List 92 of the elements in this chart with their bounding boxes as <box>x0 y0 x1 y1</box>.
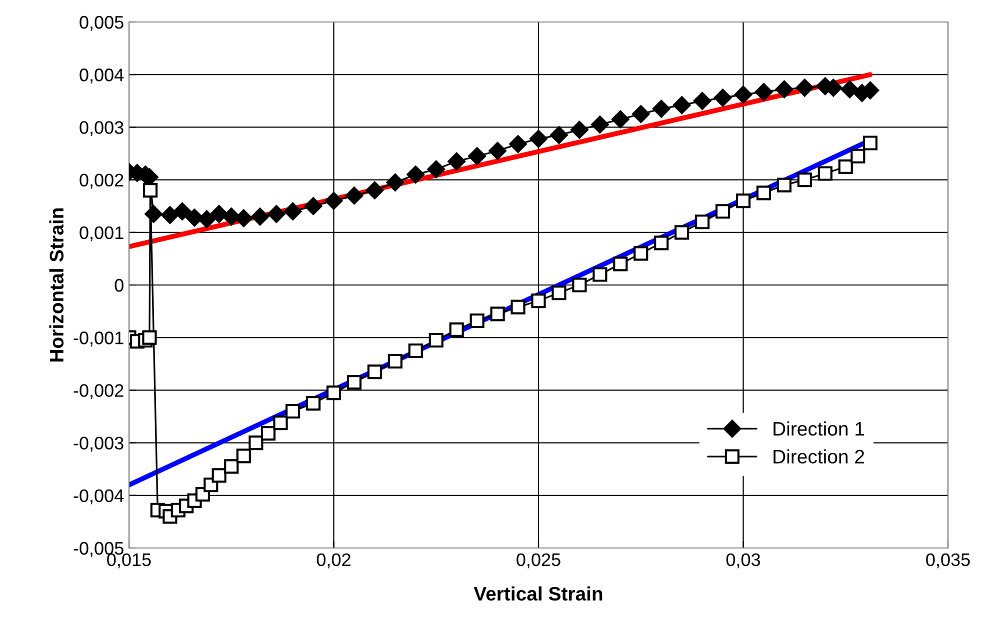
point <box>838 159 853 174</box>
point <box>613 256 628 272</box>
point <box>592 267 608 282</box>
point <box>695 214 710 230</box>
point <box>591 116 609 134</box>
point <box>797 172 812 188</box>
point <box>367 364 382 380</box>
point <box>652 100 670 118</box>
x-tick-label: 0,025 <box>516 553 560 568</box>
y-axis-title: Horizontal Strain <box>49 208 64 362</box>
point <box>304 197 322 215</box>
point <box>612 110 630 128</box>
point <box>470 313 484 328</box>
point <box>268 205 286 223</box>
y-tick-label: -0,002 <box>74 384 124 400</box>
point <box>674 225 690 240</box>
point <box>222 208 240 226</box>
y-tick-label: 0,001 <box>80 226 124 242</box>
point <box>572 278 587 292</box>
point <box>552 286 566 300</box>
point <box>862 136 878 150</box>
point <box>510 300 526 314</box>
point <box>734 86 752 104</box>
point <box>142 330 157 345</box>
y-tick-label: 0,002 <box>80 174 124 189</box>
point <box>248 436 264 450</box>
x-tick-label: 0,02 <box>316 553 350 568</box>
point <box>212 468 226 483</box>
point <box>509 135 527 153</box>
point <box>715 204 730 219</box>
point <box>672 96 691 114</box>
point <box>490 306 505 322</box>
point <box>488 142 506 160</box>
point <box>273 416 288 430</box>
y-tick-label: -0,001 <box>74 332 124 346</box>
point <box>634 246 648 261</box>
y-tick-label: -0,004 <box>74 489 124 504</box>
point <box>531 293 546 308</box>
point <box>408 343 423 358</box>
point <box>210 205 228 223</box>
point <box>173 202 192 220</box>
point <box>632 105 650 123</box>
point <box>818 166 832 181</box>
point <box>840 80 859 98</box>
y-tick-label: 0 <box>114 278 124 292</box>
y-tick-label: -0,003 <box>74 436 124 452</box>
point <box>654 236 669 250</box>
y-tick-label: 0,003 <box>80 121 124 136</box>
point <box>693 92 712 110</box>
point <box>714 88 732 107</box>
point <box>386 174 404 192</box>
point <box>570 120 588 139</box>
point <box>306 396 321 411</box>
point <box>736 194 751 208</box>
point <box>530 130 548 148</box>
point <box>850 148 866 164</box>
point <box>756 186 772 200</box>
x-tick-label: 0,03 <box>726 553 760 568</box>
point <box>326 386 342 400</box>
point <box>143 183 158 198</box>
point <box>448 152 466 170</box>
point <box>796 78 814 97</box>
x-tick-label: 0,035 <box>926 553 970 568</box>
point <box>198 210 216 228</box>
point <box>260 426 276 441</box>
point <box>775 80 794 98</box>
point <box>550 126 568 144</box>
y-tick-label: 0,005 <box>80 16 124 31</box>
point <box>251 208 269 226</box>
y-tick-label: 0,004 <box>80 68 124 84</box>
point <box>776 178 792 192</box>
point <box>427 160 446 178</box>
x-axis-title: Vertical Strain <box>474 586 602 601</box>
point <box>236 448 251 464</box>
legend-label: Direction 2 <box>774 449 864 464</box>
point <box>406 166 425 184</box>
point <box>286 404 300 419</box>
point <box>428 332 444 348</box>
legend-label: Direction 1 <box>774 421 864 436</box>
point <box>366 181 384 200</box>
point <box>234 209 253 228</box>
point <box>449 322 464 338</box>
point <box>284 202 302 220</box>
point <box>345 186 364 204</box>
point <box>324 192 343 210</box>
point <box>468 147 486 166</box>
point <box>224 459 239 474</box>
point <box>754 83 773 101</box>
point <box>388 354 402 369</box>
point <box>346 375 362 390</box>
point <box>186 208 204 227</box>
point <box>161 206 179 224</box>
